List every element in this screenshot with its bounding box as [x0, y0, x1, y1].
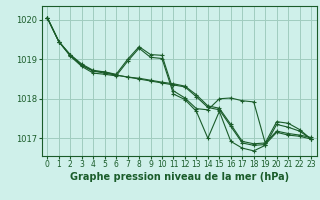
- X-axis label: Graphe pression niveau de la mer (hPa): Graphe pression niveau de la mer (hPa): [70, 172, 289, 182]
